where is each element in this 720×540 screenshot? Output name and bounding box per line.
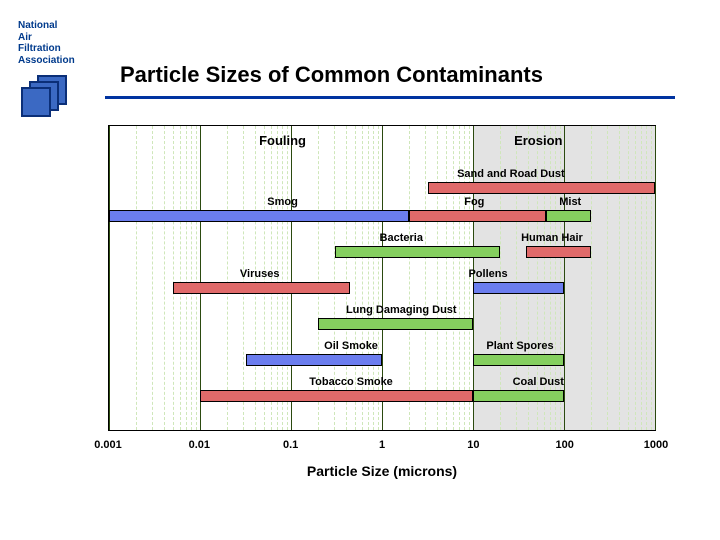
gridline-minor <box>136 126 137 430</box>
x-tick-label: 0.001 <box>94 439 122 451</box>
gridline-minor <box>628 126 629 430</box>
x-tick-label: 1000 <box>644 439 668 451</box>
range-bar <box>318 318 473 330</box>
gridline-minor <box>186 126 187 430</box>
gridline-minor <box>635 126 636 430</box>
filter-icon <box>18 72 78 117</box>
range-bar-label: Plant Spores <box>486 340 553 352</box>
range-bar-label: Smog <box>267 196 298 208</box>
x-tick-label: 0.1 <box>283 439 298 451</box>
range-bar <box>335 246 501 258</box>
gridline-minor <box>425 126 426 430</box>
logo-line4: Association <box>18 55 75 66</box>
gridline-major <box>291 126 292 430</box>
gridline-minor <box>619 126 620 430</box>
range-bar <box>546 210 592 222</box>
range-bar <box>526 246 592 258</box>
gridline-minor <box>191 126 192 430</box>
nafa-logo: National Air Filtration Association <box>18 20 98 110</box>
range-bar-label: Bacteria <box>380 232 423 244</box>
gridline-minor <box>227 126 228 430</box>
range-bar-label: Sand and Road Dust <box>457 168 565 180</box>
gridline-minor <box>287 126 288 430</box>
gridline-minor <box>152 126 153 430</box>
x-tick-label: 100 <box>555 439 573 451</box>
logo-text: National Air Filtration Association <box>18 20 98 66</box>
gridline-minor <box>591 126 592 430</box>
range-bar-label: Coal Dust <box>513 376 564 388</box>
gridline-minor <box>173 126 174 430</box>
gridline-minor <box>607 126 608 430</box>
gridline-minor <box>409 126 410 430</box>
range-bar-label: Mist <box>559 196 581 208</box>
gridline-minor <box>180 126 181 430</box>
range-bar <box>200 390 473 402</box>
gridline-minor <box>646 126 647 430</box>
range-bar <box>473 354 564 366</box>
x-tick-label: 10 <box>467 439 479 451</box>
range-bar <box>109 210 409 222</box>
gridline-minor <box>437 126 438 430</box>
range-bar-label: Human Hair <box>521 232 583 244</box>
range-bar <box>473 282 564 294</box>
page-title: Particle Sizes of Common Contaminants <box>120 62 543 88</box>
range-bar <box>428 182 656 194</box>
range-bar-label: Fog <box>464 196 484 208</box>
gridline-minor <box>164 126 165 430</box>
logo-line3: Filtration <box>18 43 61 54</box>
range-bar-label: Lung Damaging Dust <box>346 304 457 316</box>
range-bar-label: Tobacco Smoke <box>309 376 393 388</box>
x-tick-label: 1 <box>379 439 385 451</box>
range-bar <box>246 354 383 366</box>
range-bar <box>173 282 350 294</box>
gridline-minor <box>196 126 197 430</box>
gridline-minor <box>453 126 454 430</box>
logo-line2: Air <box>18 32 32 43</box>
gridline-major <box>655 126 656 430</box>
title-rule <box>105 96 675 99</box>
fouling-label: Fouling <box>259 133 306 148</box>
range-bar <box>409 210 546 222</box>
chart-plot-area: Fouling Erosion Sand and Road Dust Smog Fog M… <box>108 125 656 431</box>
gridline-major <box>109 126 110 430</box>
particle-size-chart: Fouling Erosion Sand and Road Dust Smog Fog M… <box>58 115 668 520</box>
gridline-minor <box>446 126 447 430</box>
gridline-minor <box>282 126 283 430</box>
x-axis-title: Particle Size (microns) <box>108 463 656 479</box>
logo-line1: National <box>18 20 57 31</box>
range-bar-label: Viruses <box>240 268 280 280</box>
gridline-minor <box>641 126 642 430</box>
range-bar-label: Oil Smoke <box>324 340 378 352</box>
erosion-label: Erosion <box>514 133 562 148</box>
x-tick-label: 0.01 <box>189 439 210 451</box>
range-bar-label: Pollens <box>468 268 507 280</box>
gridline-major <box>200 126 201 430</box>
range-bar <box>473 390 564 402</box>
gridline-minor <box>651 126 652 430</box>
